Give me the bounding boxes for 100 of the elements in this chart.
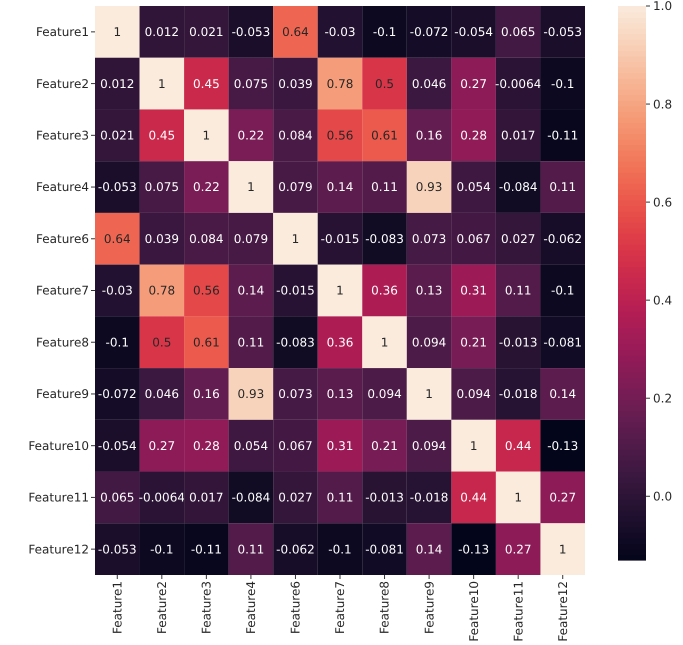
data-label: -0.0064 [495,76,542,91]
color-bar-label: 1.0 [653,0,672,14]
data-label: -0.11 [190,542,222,556]
y-tick-label: Feature3 [36,128,89,143]
data-label: 0.27 [460,76,487,91]
data-label: 0.21 [460,335,487,350]
data-label: 0.017 [501,128,536,143]
color-bar-label: 0.6 [653,195,672,210]
x-tick-label: Feature9 [422,581,436,634]
data-label: -0.018 [410,490,448,505]
data-label: -0.1 [106,335,129,350]
data-label: 0.065 [100,490,134,505]
x-tick-label: Feature6 [288,581,303,634]
data-label: 0.5 [375,76,394,91]
data-label: -0.062 [543,232,582,246]
data-label: 0.046 [412,76,446,91]
data-label: -0.015 [320,232,360,246]
data-label: 1 [380,335,388,350]
data-label: 0.13 [416,284,442,298]
y-tick-label: Feature1 [36,25,89,40]
data-label: 0.094 [412,335,446,350]
data-label: 0.93 [238,387,264,402]
x-tick-label: Feature11 [511,581,526,642]
data-label: 0.61 [371,128,398,143]
data-label: 0.36 [371,284,398,298]
data-label: 0.075 [234,76,268,91]
data-label: 1 [470,438,478,453]
data-label: -0.081 [543,335,582,350]
data-label: -0.083 [276,335,315,350]
data-label: -0.054 [98,438,137,453]
color-bar-label: 0.8 [653,97,672,112]
x-tick-label: Feature2 [155,581,170,634]
data-label: 0.084 [189,232,224,246]
data-label: -0.1 [551,284,574,298]
data-label: 0.094 [456,387,491,402]
data-label: 0.039 [144,232,179,246]
data-label: 1 [158,76,166,91]
data-label: 0.5 [152,335,172,350]
data-label: 1 [425,387,433,402]
data-label: -0.053 [543,25,582,40]
data-label: 1 [514,490,522,505]
data-label: -0.081 [365,542,404,556]
data-label: 0.11 [371,180,398,194]
data-label: 0.27 [148,438,176,453]
data-label: 0.22 [238,128,264,143]
data-label: 0.012 [144,25,179,40]
data-label: 0.094 [412,438,446,453]
data-label: 0.16 [193,387,220,402]
color-bar-label: 0.4 [653,293,672,308]
data-label: 0.11 [326,490,354,505]
data-label: -0.083 [365,232,404,246]
y-tick-label: Feature7 [36,284,89,298]
color-bar-label: 0.0 [653,489,672,504]
data-label: -0.13 [547,438,578,453]
data-label: 0.073 [412,232,446,246]
data-label: 0.31 [460,284,487,298]
x-tick-label: Feature7 [333,581,348,634]
data-label: 0.16 [416,128,442,143]
data-label: 0.067 [456,232,491,246]
data-label: 0.93 [416,180,442,194]
data-label: 0.11 [549,180,576,194]
data-label: -0.053 [232,25,270,40]
data-label: -0.013 [498,335,538,350]
data-label: 1 [292,232,300,246]
y-tick-label: Feature6 [36,232,89,246]
data-label: -0.013 [365,490,404,505]
data-label: 0.11 [504,284,532,298]
data-label: -0.053 [98,180,137,194]
data-label: 0.56 [193,284,220,298]
data-label: 0.073 [278,387,313,402]
data-label: 0.78 [148,284,176,298]
data-label: 0.079 [278,180,313,194]
data-label: 0.28 [193,438,220,453]
data-label: 0.13 [326,387,354,402]
data-label: 0.45 [148,128,176,143]
x-tick-label: Feature1 [110,581,124,634]
data-label: 0.065 [501,25,536,40]
data-label: -0.1 [551,76,574,91]
data-label: 0.054 [456,180,491,194]
data-label: -0.11 [547,128,578,143]
data-label: -0.03 [324,25,356,40]
data-label: 0.44 [504,438,532,453]
x-tick-label: Feature3 [200,581,214,634]
data-label: 0.027 [278,490,313,505]
y-tick-label: Feature12 [28,542,89,556]
data-label: -0.053 [98,542,137,556]
data-label: -0.062 [276,542,315,556]
data-label: 0.56 [326,128,354,143]
data-label: 0.046 [144,387,179,402]
data-label: 0.36 [326,335,354,350]
data-label: 1 [558,542,567,556]
data-label: 0.054 [234,438,268,453]
data-label: 0.61 [193,335,220,350]
data-label: -0.072 [98,387,137,402]
data-label: 0.45 [193,76,220,91]
y-tick-label: Feature8 [36,335,89,350]
color-bar-label: 0.2 [653,391,672,406]
data-label: 0.021 [189,25,224,40]
data-label: 0.64 [282,25,309,40]
data-label: 0.079 [234,232,268,246]
